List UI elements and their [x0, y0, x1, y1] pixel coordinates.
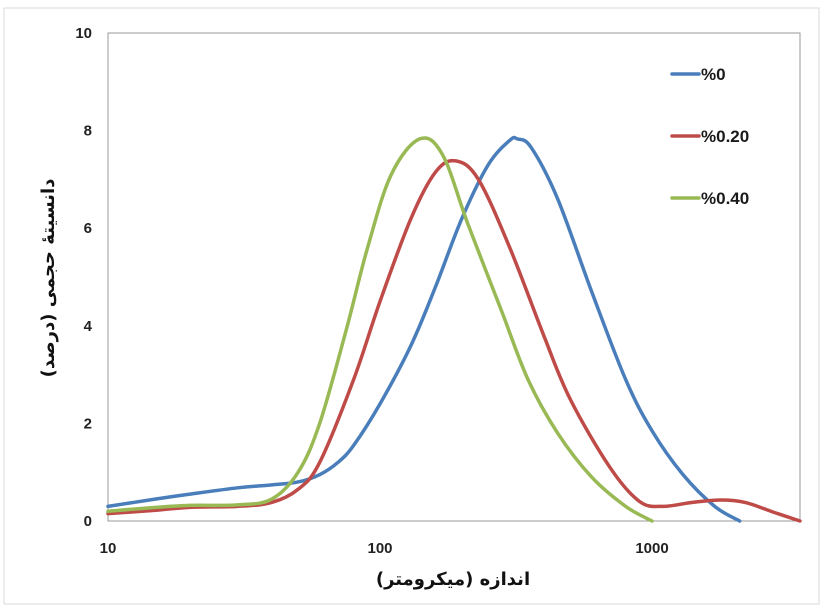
y-tick-label: 4 [84, 318, 93, 335]
legend-label: %0.40 [701, 189, 749, 208]
plot-area [107, 32, 801, 522]
x-tick-label: 1000 [635, 540, 668, 557]
x-tick-label: 10 [100, 540, 117, 557]
y-tick-labels: 0 2 4 6 8 10 [75, 25, 92, 530]
chart-outer-border [3, 7, 820, 605]
x-tick-labels: 10 100 1000 [100, 540, 669, 557]
y-tick-label: 10 [75, 25, 92, 42]
y-tick-label: 8 [84, 123, 92, 140]
y-tick-label: 2 [84, 415, 92, 432]
x-axis-label: اندازه (میکرومتر) [376, 569, 530, 590]
legend: %0 %0.20 %0.40 [670, 65, 749, 208]
series-line-3 [106, 136, 654, 523]
series-line-1 [106, 135, 742, 523]
series-layer [106, 135, 802, 523]
series-line-2 [106, 158, 802, 523]
x-tick-label: 100 [367, 540, 392, 557]
y-tick-label: 0 [84, 513, 92, 530]
y-axis-label: دانسیتهٔ حجمی (درصد) [38, 179, 59, 378]
y-tick-label: 6 [84, 220, 92, 237]
legend-label: %0.20 [701, 127, 749, 146]
legend-label: %0 [701, 65, 726, 84]
